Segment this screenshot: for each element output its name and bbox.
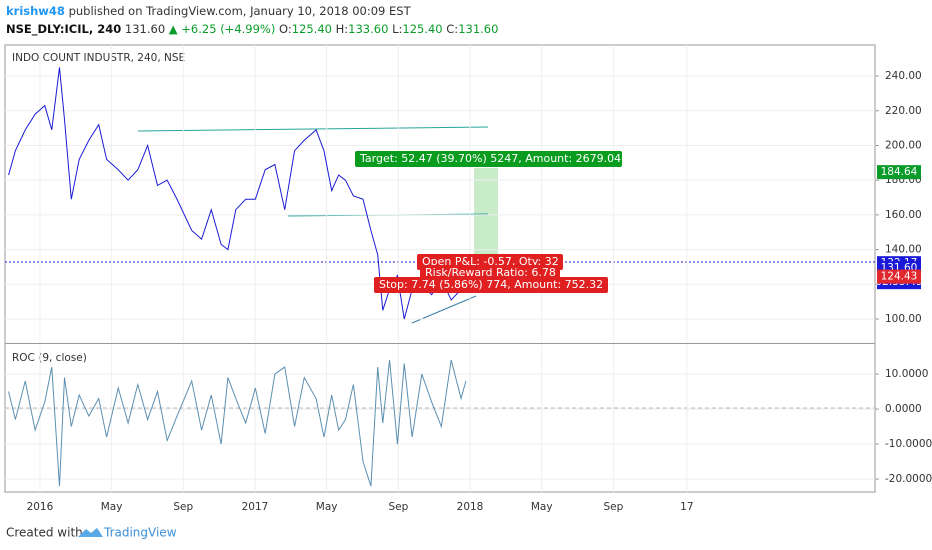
x-tick-label: Sep <box>173 501 193 513</box>
annotation: Risk/Reward Ratio: 6.78 <box>425 266 556 279</box>
x-tick-label: 2017 <box>242 501 269 513</box>
x-tick-label: May <box>316 501 338 513</box>
change: ▲ +6.25 (+4.99%) <box>168 22 276 36</box>
h-label: H: <box>335 22 349 36</box>
y-tick-label: 200.00 <box>885 139 922 151</box>
pane-title: ROC (9, close) <box>12 352 87 364</box>
annotation-box <box>374 277 608 293</box>
x-tick-label: Sep <box>603 501 623 513</box>
last: 131.60 <box>124 22 166 36</box>
footer-text: Created with <box>6 526 83 540</box>
price-badge <box>877 269 921 284</box>
y-tick-label: 220.00 <box>885 105 922 117</box>
price-badge <box>877 165 921 180</box>
y-tick-label: 100.00 <box>885 313 922 325</box>
logo <box>78 528 103 537</box>
trend-line <box>411 295 477 324</box>
publish-line: krishw48 published on TradingView.com, J… <box>6 2 498 20</box>
price-line <box>8 359 467 487</box>
low: 125.40 <box>402 22 443 36</box>
published: published on TradingView.com, January 10… <box>68 4 411 18</box>
annotations: Target: 52.47 (39.70%) 5247, Amount: 267… <box>355 151 622 293</box>
target-zone <box>474 168 498 256</box>
annotation: Open P&L: -0.57, Qty: 32 <box>422 255 559 268</box>
y-tick-label: 0.0000 <box>885 403 922 415</box>
pane-title: INDO COUNT INDUSTR, 240, NSE <box>12 52 185 64</box>
o-label: O: <box>279 22 292 36</box>
annotation-box <box>355 151 622 167</box>
quote-line: NSE_DLY:ICIL, 240 131.60 ▲ +6.25 (+4.99%… <box>6 20 498 38</box>
x-tick-label: 2018 <box>457 501 484 513</box>
frame <box>4 44 876 493</box>
x-tick-label: May <box>101 501 123 513</box>
y-tick-label: -20.0000 <box>885 473 932 485</box>
high: 133.60 <box>348 22 389 36</box>
author: krishw48 <box>6 4 65 18</box>
header: krishw48 published on TradingView.com, J… <box>6 2 498 38</box>
y-tick-label: 140.00 <box>885 244 922 256</box>
price-badge-label: 124.43 <box>881 271 918 283</box>
y-tick-label: 240.00 <box>885 70 922 82</box>
symbol: NSE_DLY:ICIL, 240 <box>6 22 122 36</box>
c-label: C: <box>446 22 459 36</box>
x-tick-label: Sep <box>388 501 408 513</box>
price-badge-label: 184.64 <box>881 166 918 178</box>
trend-line <box>137 126 489 132</box>
l-label: L: <box>392 22 403 36</box>
y-tick-label: 10.0000 <box>885 368 928 380</box>
drawings <box>137 126 498 324</box>
x-tick-label: 17 <box>680 501 693 513</box>
x-tick-label: May <box>531 501 553 513</box>
x-tick-label: 2016 <box>27 501 54 513</box>
open: 125.40 <box>291 22 332 36</box>
y-tick-label: 160.00 <box>885 209 922 221</box>
y-tick-label: -10.0000 <box>885 438 932 450</box>
annotation: Stop: 7.74 (5.86%) 774, Amount: 752.32 <box>379 278 603 291</box>
annotation: Target: 52.47 (39.70%) 5247, Amount: 267… <box>359 152 621 165</box>
footer-brand: TradingView <box>103 526 177 540</box>
close: 131.60 <box>458 22 499 36</box>
